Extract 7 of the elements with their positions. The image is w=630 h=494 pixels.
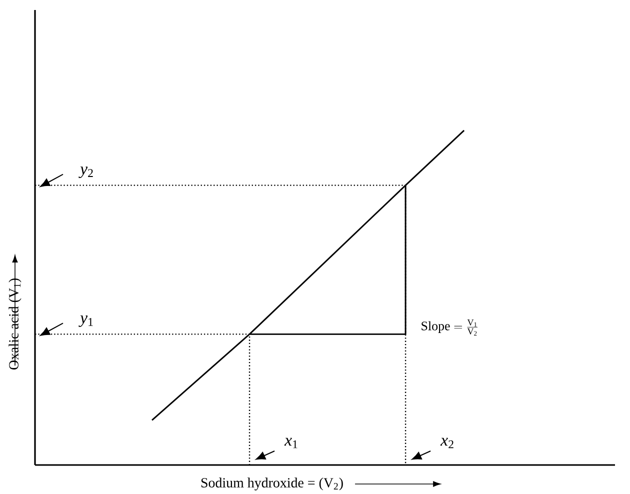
- annotation: $\mathrm{Slope} = \frac{\mathrm{V_1}}{\mathrm{V_2}}$: [422, 319, 478, 336]
- annotation: y$_{2}$: [78, 166, 93, 178]
- annotation: x$_{1}$: [284, 438, 298, 448]
- annotation: y$_{1}$: [78, 315, 93, 327]
- annotation: x$_{2}$: [440, 438, 454, 448]
- x-axis-title: Sodium hydroxide = (V$_{2}$): [201, 478, 343, 490]
- y-axis-title: Oxalic acid (V$_{1}$): [8, 278, 22, 370]
